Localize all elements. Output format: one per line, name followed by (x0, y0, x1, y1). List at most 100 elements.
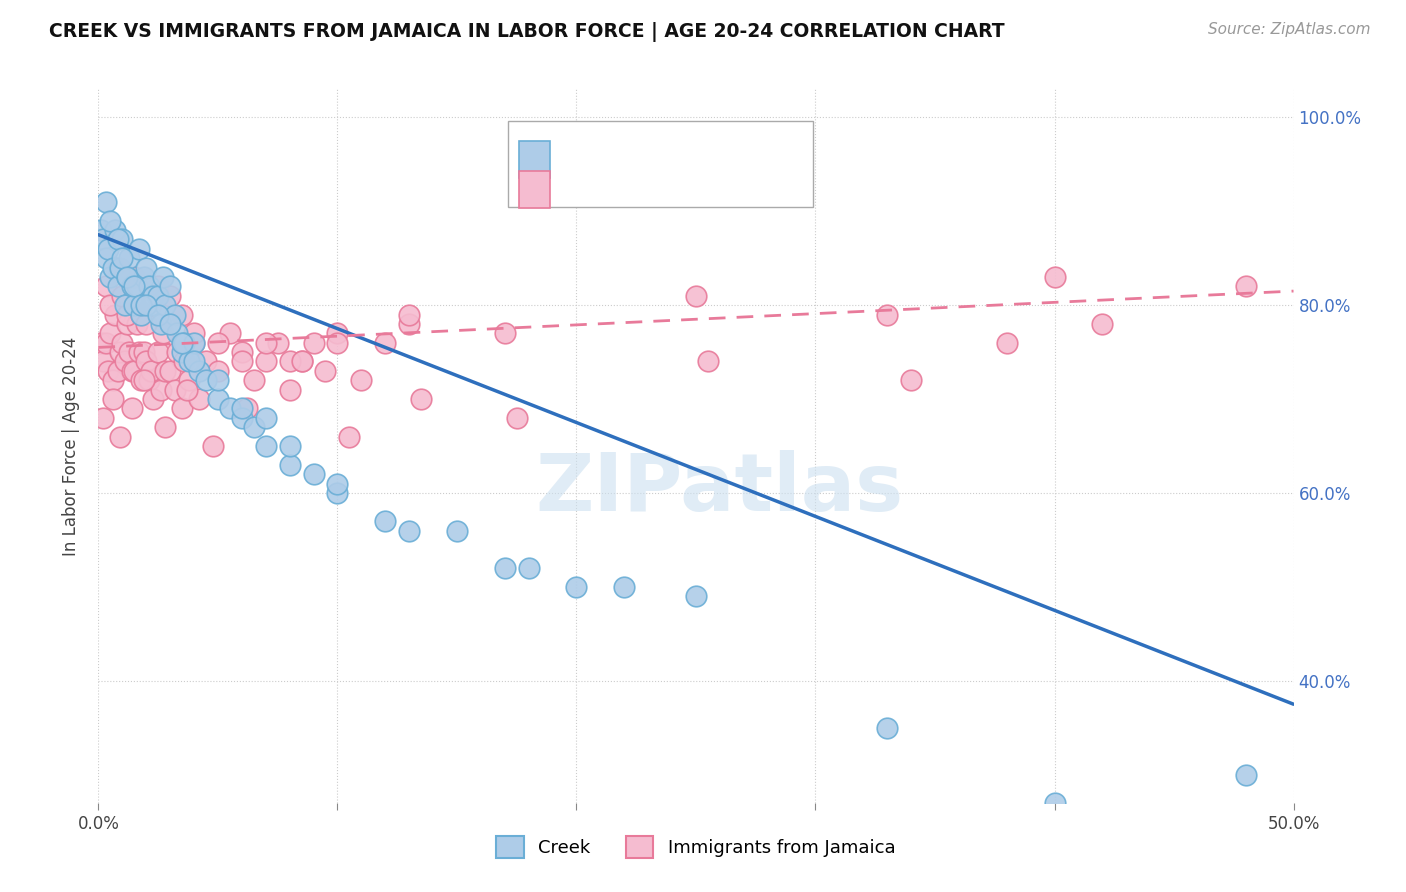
Point (115, 270, 138, 285)
Point (900, 373, 922, 387)
Point (149, 317, 172, 331)
Point (876, 721, 898, 735)
Point (278, 354, 301, 368)
Point (142, 392, 165, 406)
Point (506, 410, 529, 425)
Point (107, 364, 129, 378)
Point (138, 373, 160, 387)
Point (231, 401, 253, 416)
Point (149, 383, 172, 397)
Point (219, 326, 242, 341)
Point (411, 392, 433, 406)
Point (107, 260, 129, 275)
Text: 0.125: 0.125 (603, 180, 662, 198)
Point (176, 383, 198, 397)
Point (155, 420, 177, 434)
Point (254, 410, 277, 425)
Point (124, 298, 146, 312)
Point (685, 589, 707, 603)
Point (98, 326, 122, 341)
Point (183, 335, 205, 350)
Point (138, 279, 160, 293)
Point (398, 308, 420, 322)
Legend: Creek, Immigrants from Jamaica: Creek, Immigrants from Jamaica (489, 829, 903, 865)
Point (108, 260, 131, 275)
Point (231, 345, 253, 359)
Point (278, 458, 301, 472)
Point (398, 317, 420, 331)
Point (114, 298, 136, 312)
Point (124, 364, 146, 378)
Point (125, 279, 148, 293)
Point (98, 270, 122, 285)
Text: N =: N = (685, 180, 733, 198)
Point (142, 289, 165, 303)
Point (98, 298, 122, 312)
Point (173, 335, 195, 350)
Point (128, 242, 150, 256)
Text: 72: 72 (738, 151, 762, 169)
Point (163, 308, 186, 322)
Point (94, 251, 117, 265)
Point (326, 486, 349, 500)
Point (148, 289, 170, 303)
Point (139, 364, 162, 378)
Point (94, 335, 117, 350)
Point (207, 392, 229, 406)
Point (326, 476, 349, 491)
Point (94, 279, 117, 293)
Point (118, 251, 141, 265)
Point (374, 335, 396, 350)
Point (254, 439, 277, 453)
Point (91, 354, 114, 368)
Point (132, 345, 155, 359)
Point (125, 317, 148, 331)
Point (135, 317, 157, 331)
Point (172, 308, 194, 322)
Point (243, 373, 266, 387)
Point (183, 335, 205, 350)
Point (135, 298, 157, 312)
Point (326, 335, 349, 350)
Point (187, 392, 209, 406)
Point (1234, 279, 1257, 293)
Point (115, 317, 138, 331)
Text: Source: ZipAtlas.com: Source: ZipAtlas.com (1208, 22, 1371, 37)
Point (101, 373, 124, 387)
Point (339, 429, 361, 443)
Point (107, 232, 129, 246)
Point (173, 354, 195, 368)
Point (565, 580, 588, 594)
Point (121, 364, 143, 378)
Point (278, 439, 301, 453)
Point (111, 251, 134, 265)
Point (172, 345, 194, 359)
Point (124, 270, 146, 285)
Text: R =: R = (558, 180, 595, 198)
Y-axis label: In Labor Force | Age 20-24: In Labor Force | Age 20-24 (62, 336, 80, 556)
Point (231, 410, 253, 425)
Text: -0.626: -0.626 (603, 151, 664, 169)
Point (118, 345, 141, 359)
Point (148, 279, 170, 293)
Point (1043, 270, 1066, 285)
Point (128, 345, 150, 359)
Point (398, 524, 420, 538)
Point (219, 401, 242, 416)
Text: CREEK VS IMMIGRANTS FROM JAMAICA IN LABOR FORCE | AGE 20-24 CORRELATION CHART: CREEK VS IMMIGRANTS FROM JAMAICA IN LABO… (49, 22, 1005, 42)
Point (243, 420, 266, 434)
Point (108, 429, 131, 443)
Point (135, 354, 157, 368)
Point (111, 232, 134, 246)
Point (131, 308, 153, 322)
Point (97, 242, 120, 256)
Point (183, 354, 205, 368)
Point (202, 439, 225, 453)
Point (101, 392, 124, 406)
Point (166, 345, 188, 359)
Point (207, 335, 229, 350)
Point (132, 373, 155, 387)
Point (90, 223, 112, 237)
Point (131, 373, 153, 387)
Point (121, 279, 143, 293)
